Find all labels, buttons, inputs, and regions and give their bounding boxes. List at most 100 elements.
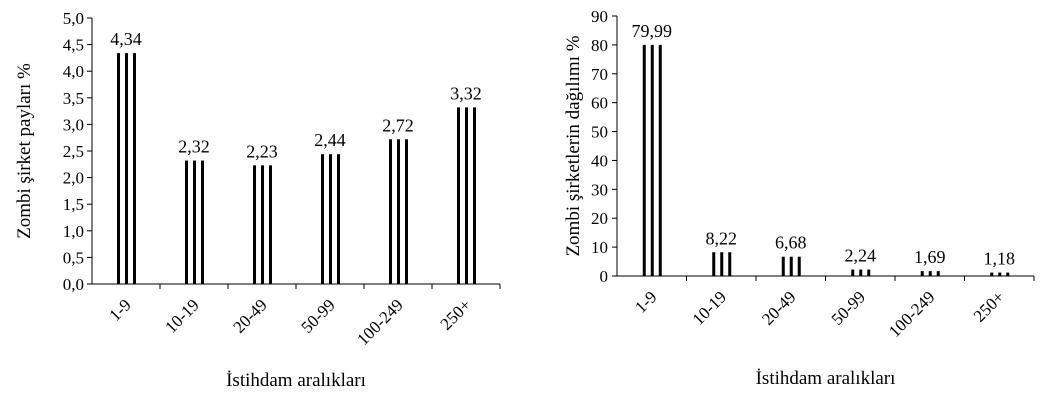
x-tick-label: 10-19: [689, 287, 730, 328]
y-tick-label: 0,0: [63, 275, 84, 294]
bar-stripe: [321, 154, 324, 284]
y-axis-title: Zombi şirketlerin dağılımı %: [563, 35, 584, 256]
data-label: 1,18: [984, 249, 1016, 269]
bar-stripe: [465, 107, 468, 284]
bar-stripe: [457, 107, 460, 284]
bar-stripe: [1006, 272, 1010, 276]
x-tick-label: 1-9: [105, 295, 134, 324]
y-tick-label: 2,0: [63, 169, 84, 188]
bar-stripe: [712, 252, 716, 276]
y-tick-label: 2,5: [63, 142, 84, 161]
y-axis-title: Zombi şirket payları %: [14, 63, 35, 239]
x-axis-title: İstihdam aralıkları: [756, 368, 896, 389]
bar: [642, 44, 662, 276]
data-label: 79,99: [632, 21, 673, 41]
bar: [321, 154, 340, 284]
x-tick-label: 20-49: [229, 295, 270, 336]
x-tick-label: 1-9: [631, 287, 660, 316]
bar-stripe: [998, 272, 1002, 276]
y-tick-label: 30: [591, 180, 608, 199]
bar-stripe: [329, 154, 332, 284]
bar-stripe: [125, 53, 128, 284]
bar: [185, 160, 204, 284]
bar-stripe: [936, 271, 940, 276]
y-tick-label: 10: [591, 238, 608, 257]
bar: [712, 252, 732, 276]
bar-stripe: [193, 160, 196, 284]
bar-stripe: [781, 256, 785, 276]
bar: [117, 53, 136, 284]
data-label: 2,23: [246, 141, 278, 161]
bar: [851, 269, 871, 276]
bar: [253, 165, 272, 284]
bar-stripe: [117, 53, 120, 284]
y-tick-label: 3,5: [63, 89, 84, 108]
data-label: 3,32: [450, 83, 482, 103]
bar-stripe: [928, 271, 932, 276]
x-tick-label: 20-49: [758, 287, 799, 328]
data-label: 2,72: [382, 115, 414, 135]
bar-stripe: [920, 271, 924, 276]
y-tick-label: 90: [591, 7, 608, 26]
bar-stripe: [389, 139, 392, 284]
bar: [990, 272, 1010, 276]
data-label: 1,69: [914, 247, 946, 267]
y-tick-label: 1,5: [63, 195, 84, 214]
x-tick-label: 100-249: [885, 287, 939, 341]
bar-stripe: [261, 165, 264, 284]
bar-stripe: [201, 160, 204, 284]
y-tick-label: 40: [591, 151, 608, 170]
chart-right-distribution: 0 10 20 30 40 50 60 70 80 90 79,99 1-9 8,22 10-19 6,68…: [563, 7, 1035, 389]
bar-stripe: [851, 269, 855, 276]
x-axis-title: İstihdam aralıkları: [226, 370, 366, 391]
bar-stripe: [253, 165, 256, 284]
y-tick-label: 0,5: [63, 248, 84, 267]
x-tick-label: 250+: [437, 295, 475, 333]
bar-stripe: [867, 269, 871, 276]
bar: [920, 271, 940, 276]
chart-left-share: 0,0 0,5 1,0 1,5 2,0 2,5 3,0 3,5 4,0 4,5 5,0 4,34 1-9…: [14, 9, 501, 391]
y-tick-label: 60: [591, 94, 608, 113]
bar-stripe: [720, 252, 724, 276]
bar-stripe: [185, 160, 188, 284]
bar-stripe: [728, 252, 732, 276]
y-tick-label: 20: [591, 209, 608, 228]
y-tick-label: 0: [600, 267, 609, 286]
bar-stripe: [859, 269, 863, 276]
bar-stripe: [789, 256, 793, 276]
y-tick-label: 1,0: [63, 222, 84, 241]
bar: [389, 139, 408, 284]
bar: [781, 256, 801, 276]
y-tick-label: 50: [591, 123, 608, 142]
y-tick-label: 4,0: [63, 62, 84, 81]
data-label: 6,68: [775, 233, 807, 253]
bar-stripe: [473, 107, 476, 284]
data-label: 2,44: [314, 130, 346, 150]
x-tick-label: 10-19: [161, 295, 202, 336]
y-tick-label: 4,5: [63, 36, 84, 55]
data-label: 8,22: [706, 228, 738, 248]
bar-stripe: [650, 44, 654, 276]
bar-stripe: [990, 272, 994, 276]
y-tick-label: 70: [591, 65, 608, 84]
bar-stripe: [133, 53, 136, 284]
bar-stripe: [797, 256, 801, 276]
data-label: 2,24: [845, 246, 877, 266]
x-tick-label: 50-99: [828, 287, 869, 328]
x-tick-label: 100-249: [353, 295, 407, 349]
y-tick-label: 5,0: [63, 9, 84, 28]
y-tick-label: 3,0: [63, 115, 84, 134]
bar: [457, 107, 476, 284]
data-label: 4,34: [110, 29, 142, 49]
bar-stripe: [658, 44, 662, 276]
data-label: 2,32: [178, 137, 210, 157]
x-tick-label: 50-99: [297, 295, 338, 336]
bar-stripe: [337, 154, 340, 284]
bar-stripe: [642, 44, 646, 276]
bar-stripe: [397, 139, 400, 284]
x-tick-label: 250+: [970, 287, 1008, 325]
bar-stripe: [269, 165, 272, 284]
y-tick-label: 80: [591, 36, 608, 55]
bar-stripe: [405, 139, 408, 284]
